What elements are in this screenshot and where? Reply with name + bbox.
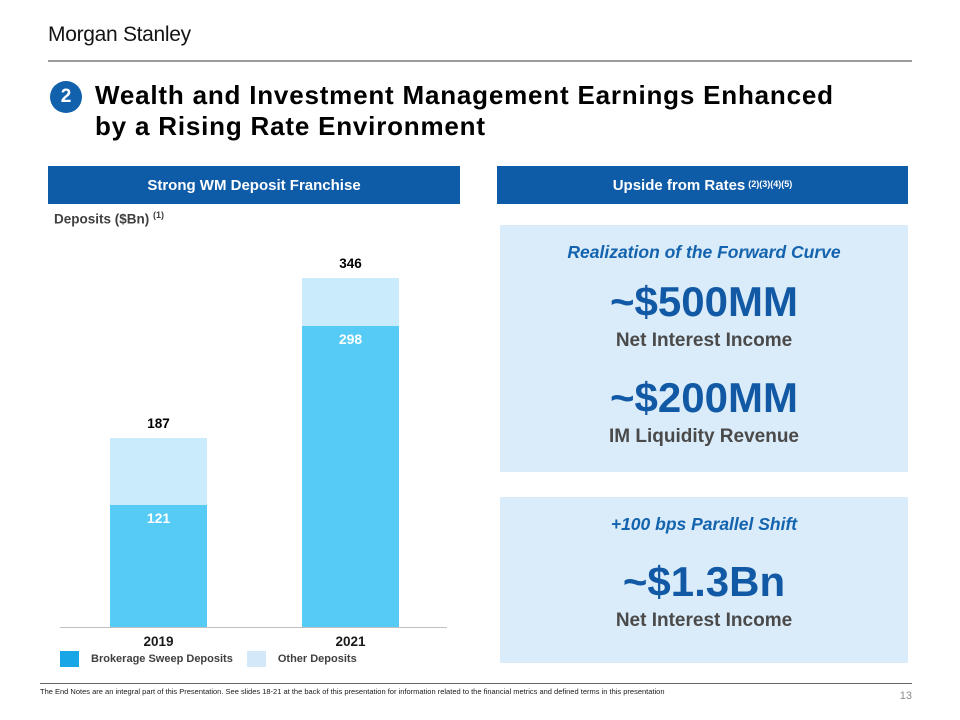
slide-title-line1: Wealth and Investment Management Earning… (95, 80, 834, 110)
morgan-stanley-logo: Morgan Stanley (48, 23, 191, 46)
deposits-axis-title: Deposits ($Bn) (1) (54, 210, 164, 227)
forward-curve-box: Realization of the Forward Curve ~$500MM… (500, 225, 908, 472)
x-axis-label-2019: 2019 (143, 634, 174, 649)
x-axis-line (60, 627, 447, 628)
legend-swatch-brokerage (60, 651, 79, 667)
deposit-chart: 187 121 2019 346 298 2021 (48, 240, 460, 652)
metric-value-im-liquidity: ~$200MM (610, 374, 798, 421)
bar-segment-other-2021 (302, 278, 399, 326)
legend-item-brokerage: Brokerage Sweep Deposits (60, 651, 233, 667)
bar-total-label-2021: 346 (339, 256, 362, 271)
legend-item-other: Other Deposits (246, 651, 357, 667)
end-notes-footnote: The End Notes are an integral part of th… (40, 687, 665, 696)
forward-curve-heading: Realization of the Forward Curve (567, 242, 841, 262)
right-panel-header-label: Upside from Rates (612, 176, 746, 194)
parallel-shift-heading: +100 bps Parallel Shift (610, 514, 798, 534)
bar-inside-label-2021: 298 (338, 331, 363, 347)
left-panel-header: Strong WM Deposit Franchise (48, 166, 460, 204)
bar-segment-other-2019 (110, 438, 207, 505)
left-panel-header-label: Strong WM Deposit Franchise (147, 176, 361, 194)
footer-rule (40, 683, 912, 684)
metric-label-im-liquidity: IM Liquidity Revenue (608, 426, 800, 447)
deposits-axis-title-footnote: (1) (153, 210, 165, 220)
right-panel-header-footnotes: (2)(3)(4)(5) (748, 179, 793, 189)
slide-title-line2: by a Rising Rate Environment (95, 111, 486, 141)
bar-segment-brokerage-2021 (302, 326, 399, 627)
metric-value-nii: ~$500MM (610, 278, 798, 325)
slide-title: Wealth and Investment Management Earning… (95, 80, 905, 142)
metric-label-parallel-nii: Net Interest Income (615, 610, 793, 631)
parallel-shift-box: +100 bps Parallel Shift ~$1.3Bn Net Inte… (500, 497, 908, 663)
legend-swatch-other (246, 651, 266, 667)
right-panel-header: Upside from Rates (2)(3)(4)(5) (497, 166, 908, 204)
legend-label-brokerage: Brokerage Sweep Deposits (91, 653, 233, 665)
x-axis-label-2021: 2021 (335, 634, 366, 649)
header-rule (48, 60, 912, 62)
metric-label-nii: Net Interest Income (615, 330, 793, 351)
bar-inside-label-2019: 121 (146, 510, 171, 526)
bar-segment-brokerage-2019 (110, 505, 207, 627)
metric-value-parallel-nii: ~$1.3Bn (622, 558, 786, 605)
legend-label-other: Other Deposits (277, 653, 357, 665)
chart-legend: Brokerage Sweep Deposits Other Deposits (60, 651, 357, 667)
deposits-axis-title-text: Deposits ($Bn) (54, 211, 150, 227)
slide-number-badge: 2 (50, 81, 82, 113)
page-number: 13 (899, 690, 912, 702)
bar-total-label-2019: 187 (147, 416, 170, 431)
